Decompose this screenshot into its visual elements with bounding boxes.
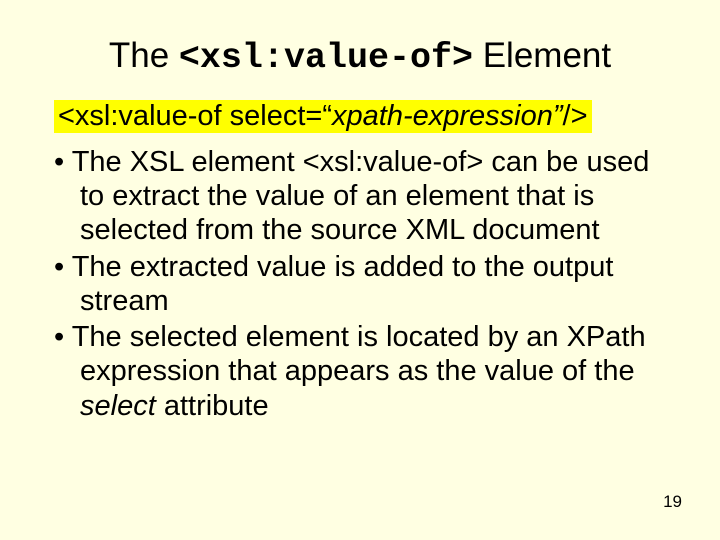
bullet-text: The XSL element <xsl:value-of> can be us…: [72, 146, 650, 246]
bullet-post: attribute: [156, 390, 269, 422]
bullet-pre: The selected element is located by an XP…: [72, 321, 646, 387]
title-post: Element: [473, 36, 611, 75]
syntax-quote: “: [322, 100, 332, 132]
bullet-text: The extracted value is added to the outp…: [72, 251, 614, 317]
title-pre: The: [109, 36, 179, 75]
syntax-box: <xsl:value-of select=“xpath-expression”/…: [54, 100, 592, 133]
bullet-ital: select: [80, 390, 156, 422]
bullet-list: The XSL element <xsl:value-of> can be us…: [54, 145, 672, 423]
slide-title: The <xsl:value-of> Element: [48, 36, 672, 78]
page-number: 19: [663, 492, 682, 512]
syntax-pre: <xsl:value-of select=: [58, 100, 322, 132]
syntax-ital: xpath-expression”: [332, 100, 563, 132]
syntax-post: />: [563, 100, 588, 132]
bullet-item: The selected element is located by an XP…: [54, 320, 672, 423]
bullet-item: The extracted value is added to the outp…: [54, 250, 672, 318]
bullet-item: The XSL element <xsl:value-of> can be us…: [54, 145, 672, 248]
title-code: <xsl:value-of>: [179, 38, 473, 78]
